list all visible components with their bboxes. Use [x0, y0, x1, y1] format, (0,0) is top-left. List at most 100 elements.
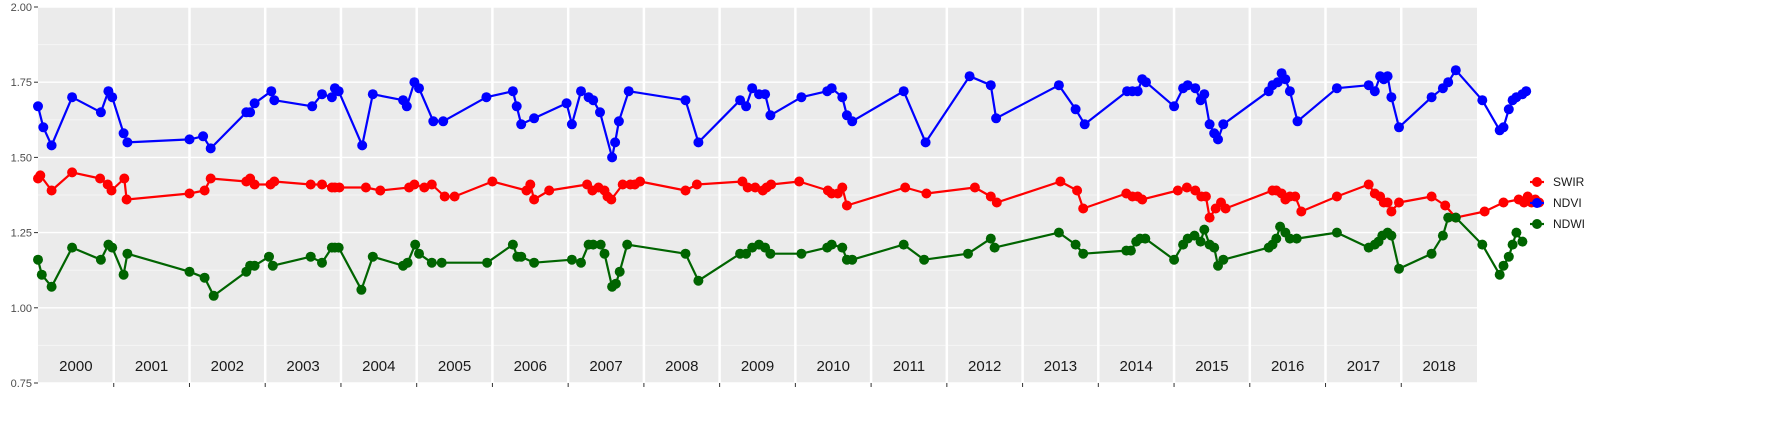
data-point [334, 182, 345, 193]
data-point [1292, 116, 1303, 127]
data-point [1204, 119, 1215, 130]
legend-label: NDWI [1553, 217, 1585, 231]
data-point [529, 113, 540, 124]
data-point [614, 266, 625, 277]
data-point [920, 137, 931, 148]
data-point [95, 254, 106, 265]
data-point [760, 89, 771, 100]
data-point [95, 173, 106, 184]
data-point [1426, 248, 1437, 259]
data-point [36, 269, 47, 280]
data-point [1363, 179, 1374, 190]
year-label: 2003 [286, 358, 319, 375]
series-ndvi [33, 65, 1532, 163]
y-axis: 0.75 1.00 1.25 1.50 1.75 2.00 [11, 2, 38, 390]
data-point [317, 179, 327, 190]
data-point [1055, 176, 1066, 187]
data-point [122, 248, 133, 259]
y-tick-label: 2.00 [11, 2, 32, 14]
data-point [409, 179, 420, 190]
data-point [1386, 92, 1397, 103]
year-label: 2014 [1119, 358, 1152, 375]
data-point [367, 251, 378, 262]
data-point [95, 107, 106, 118]
data-point [121, 194, 132, 205]
data-point [837, 92, 848, 103]
data-point [1220, 203, 1231, 214]
data-point [635, 176, 646, 187]
data-point [305, 179, 316, 190]
data-point [1296, 206, 1307, 217]
data-point [1517, 236, 1528, 247]
data-point [588, 239, 599, 250]
legend-label: NDVI [1553, 196, 1582, 210]
data-point [1209, 242, 1220, 253]
data-point [529, 257, 540, 268]
data-point [106, 185, 117, 196]
data-point [1125, 245, 1136, 256]
data-point [205, 173, 216, 184]
data-point [588, 95, 599, 106]
data-point [482, 257, 493, 268]
data-point [1199, 224, 1210, 235]
data-point [985, 80, 996, 91]
data-point [1331, 83, 1342, 94]
data-point [607, 152, 618, 163]
y-tick-label: 1.25 [11, 228, 32, 240]
major-grid [38, 6, 1477, 384]
data-point [507, 239, 518, 250]
data-point [964, 71, 975, 82]
data-point [1382, 71, 1393, 82]
data-point [426, 257, 437, 268]
data-point [561, 98, 572, 109]
data-point [1477, 239, 1488, 250]
data-point [184, 188, 195, 199]
data-point [900, 182, 911, 193]
data-point [428, 116, 439, 127]
data-point [1386, 230, 1397, 241]
data-point [33, 101, 43, 112]
data-point [401, 101, 412, 112]
data-point [46, 140, 57, 151]
data-point [205, 143, 216, 154]
legend-marker [1532, 198, 1542, 208]
data-point [991, 197, 1002, 208]
data-point [118, 128, 129, 139]
data-point [119, 173, 130, 184]
data-point [623, 86, 634, 97]
legend: SWIR NDVI NDWI [1530, 175, 1585, 231]
year-label: 2013 [1044, 358, 1077, 375]
series-line [37, 171, 1540, 219]
data-point [1189, 230, 1200, 241]
data-point [1507, 239, 1518, 250]
data-point [1443, 77, 1454, 88]
data-point [410, 239, 421, 250]
data-point [199, 272, 210, 283]
data-point [599, 248, 610, 259]
year-label: 2005 [438, 358, 471, 375]
data-point [1169, 101, 1180, 112]
legend-label: SWIR [1553, 175, 1585, 189]
data-point [267, 260, 278, 271]
data-point [1078, 248, 1089, 259]
year-label: 2011 [893, 358, 925, 375]
data-point [266, 86, 277, 97]
data-point [693, 137, 704, 148]
data-point [1072, 185, 1083, 196]
data-point [1070, 104, 1081, 115]
data-point [680, 185, 691, 196]
data-point [38, 122, 49, 133]
legend-item-swir: SWIR [1530, 175, 1585, 189]
data-point [1443, 212, 1454, 223]
data-point [622, 239, 633, 250]
data-point [595, 239, 606, 250]
legend-marker [1532, 177, 1542, 187]
data-point [1132, 86, 1143, 97]
data-point [525, 179, 536, 190]
year-label: 2009 [741, 358, 774, 375]
data-point [680, 248, 691, 259]
data-point [1079, 119, 1090, 130]
data-point [249, 260, 260, 271]
legend-item-ndwi: NDWI [1530, 217, 1585, 231]
data-point [426, 179, 437, 190]
